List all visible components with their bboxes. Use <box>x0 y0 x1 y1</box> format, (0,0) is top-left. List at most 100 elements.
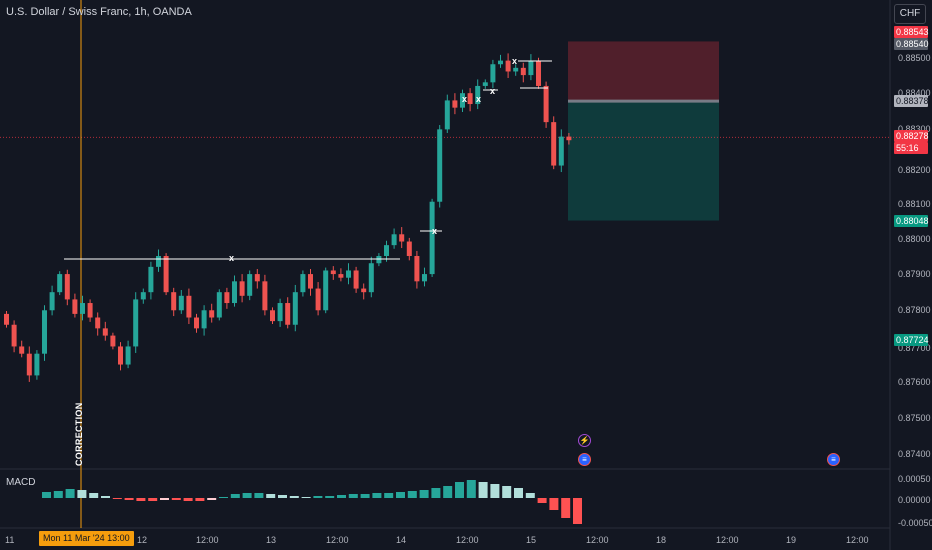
candle-body <box>482 82 488 86</box>
candle-body <box>536 60 541 86</box>
candle-body <box>490 64 496 83</box>
candle-body <box>528 60 534 76</box>
candle-body <box>368 263 374 293</box>
price-tick: 0.87800 <box>898 305 931 315</box>
macd-bar <box>195 498 205 501</box>
candle-body <box>247 274 253 296</box>
macd-bar <box>537 498 547 503</box>
candle-body <box>270 310 275 322</box>
candle-body <box>125 346 131 365</box>
candle-body <box>308 274 313 289</box>
price-tick: 0.88100 <box>898 199 931 209</box>
candle-body <box>391 234 397 246</box>
price-tick: 0.87700 <box>898 343 931 353</box>
candle-body <box>133 299 139 347</box>
macd-bar <box>325 496 335 498</box>
candle-body <box>4 313 9 325</box>
macd-bar <box>561 498 571 518</box>
macd-bar <box>360 494 370 498</box>
candle-body <box>566 136 572 141</box>
macd-bar <box>384 493 394 498</box>
candle-body <box>452 100 458 108</box>
stop-zone <box>568 41 719 102</box>
macd-bar <box>278 495 287 498</box>
time-tick: 12 <box>137 535 148 545</box>
time-tick: 18 <box>656 535 667 545</box>
macd-bar <box>514 488 523 498</box>
candle-body <box>513 67 519 72</box>
candle-body <box>148 266 154 293</box>
candle-body <box>323 270 329 311</box>
candle-body <box>558 136 564 166</box>
x-mark: x <box>476 94 482 104</box>
time-tick: 12:00 <box>846 535 869 545</box>
candle-body <box>57 274 63 293</box>
time-tick: 14 <box>396 535 407 545</box>
macd-bar <box>455 482 464 498</box>
candle-body <box>224 292 230 304</box>
price-tick: 0.87600 <box>898 377 931 387</box>
candle-body <box>406 241 412 256</box>
macd-bar <box>301 497 311 498</box>
candle-body <box>346 270 351 278</box>
candle-body <box>475 85 481 105</box>
candle-body <box>285 303 291 325</box>
price-tick: 0.88400 <box>898 88 931 98</box>
us-flag-icon[interactable]: ≡ <box>578 453 591 466</box>
candle-body <box>34 353 40 376</box>
macd-bar <box>573 498 582 524</box>
candle-countdown-label: 55:16 <box>894 142 928 154</box>
macd-bar <box>289 496 299 498</box>
candle-body <box>19 346 25 354</box>
time-tick: 12:00 <box>716 535 739 545</box>
macd-bar <box>431 488 441 498</box>
candle-body <box>209 310 215 318</box>
lightning-icon[interactable]: ⚡ <box>578 434 591 447</box>
time-tick: 11 <box>5 535 15 545</box>
symbol-title[interactable]: U.S. Dollar / Swiss Franc, 1h, OANDA <box>6 6 192 18</box>
candle-body <box>437 129 443 202</box>
candle-body <box>87 303 93 318</box>
candle-body <box>505 60 511 72</box>
candle-body <box>520 67 526 76</box>
candle-body <box>353 270 359 289</box>
macd-bar <box>53 491 63 498</box>
macd-bar <box>148 498 158 501</box>
candle-body <box>72 299 78 314</box>
macd-bar <box>443 486 453 498</box>
candle-body <box>376 256 382 264</box>
last-price-label: 0.88278 <box>894 130 929 142</box>
macd-bar <box>407 491 417 498</box>
candle-body <box>414 256 420 282</box>
macd-bar <box>254 493 264 498</box>
candle-body <box>163 256 169 293</box>
macd-bar <box>183 498 193 501</box>
high-price-label: 0.88540 <box>894 38 929 50</box>
macd-bar <box>242 493 252 498</box>
macd-label[interactable]: MACD <box>6 477 36 488</box>
macd-bar <box>89 493 99 498</box>
candle-body <box>186 295 192 318</box>
macd-bar <box>337 495 346 498</box>
macd-tick: 0.00050 <box>898 474 931 484</box>
correction-annotation[interactable]: CORRECTION <box>74 402 84 467</box>
x-mark: x <box>512 56 518 66</box>
candle-body <box>361 288 367 293</box>
macd-tick: -0.00050 <box>898 518 932 528</box>
time-tick: 12:00 <box>586 535 609 545</box>
time-tick: 19 <box>786 535 797 545</box>
macd-bar <box>478 482 488 498</box>
candle-body <box>64 274 70 300</box>
candle-body <box>444 100 450 130</box>
macd-bar <box>230 494 240 498</box>
candle-body <box>422 274 427 282</box>
candle-body <box>292 292 298 325</box>
time-tick: 13 <box>266 535 277 545</box>
candle-body <box>178 295 184 311</box>
candle-body <box>429 201 435 275</box>
currency-button[interactable]: CHF <box>894 4 926 24</box>
macd-bar <box>77 490 87 498</box>
us-flag-icon[interactable]: ≡ <box>827 453 840 466</box>
candle-body <box>26 353 32 376</box>
